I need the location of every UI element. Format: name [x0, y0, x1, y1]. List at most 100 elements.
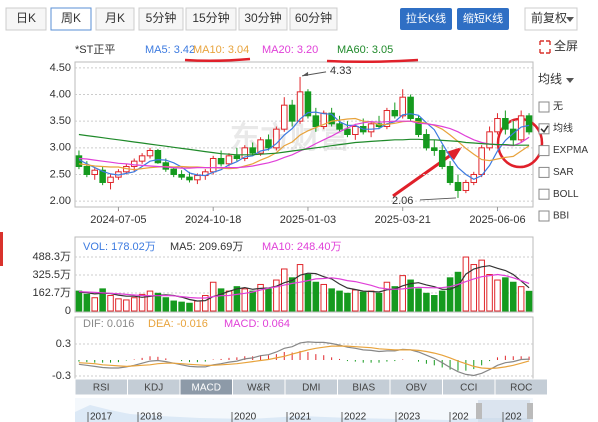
y-tick-label: 0 — [65, 305, 71, 317]
candle-body — [304, 91, 312, 117]
period-tab-label: 5分钟 — [146, 10, 177, 25]
candle-body — [99, 169, 106, 183]
x-tick-label: 2025-01-03 — [280, 214, 336, 226]
legend-entry: MACD: 0.064 — [224, 318, 290, 330]
candle-body — [415, 118, 422, 136]
overlay-option: 均线 — [553, 121, 573, 134]
candle-body — [509, 128, 517, 141]
candle-body — [454, 181, 462, 191]
candle-body — [265, 139, 272, 149]
dropdown-arrow — [566, 78, 574, 83]
overlay-checkbox[interactable] — [538, 123, 550, 135]
candle-body — [146, 149, 154, 157]
candle-body — [130, 160, 138, 167]
period-tab[interactable] — [289, 7, 338, 31]
x-tick-label: 2024-10-18 — [185, 214, 241, 226]
volume-bar — [486, 274, 493, 312]
period-tab-label: 周K — [61, 11, 81, 25]
overlay-checkbox[interactable] — [538, 145, 550, 157]
timeline-window[interactable] — [478, 400, 530, 422]
volume-bar — [273, 279, 280, 312]
timeline-label: 2023 — [398, 412, 421, 422]
candle-body — [525, 115, 533, 133]
candle-body — [352, 126, 359, 136]
period-tab[interactable] — [238, 7, 288, 31]
period-tab[interactable] — [95, 7, 135, 31]
y-tick-label: 4.00 — [50, 88, 71, 100]
overlay-checkbox[interactable] — [538, 210, 550, 222]
volume-bar — [75, 290, 83, 312]
toolbar-button[interactable] — [457, 8, 509, 30]
candle-body — [383, 110, 391, 128]
candle-body — [83, 165, 91, 175]
indicator-tab[interactable] — [494, 378, 548, 396]
x-tick-label: 2025-03-21 — [375, 214, 431, 226]
overlay-checkbox[interactable] — [538, 188, 550, 200]
volume-bar — [336, 290, 343, 312]
volume-bar — [328, 288, 335, 312]
legend-entry: MA20: 3.20 — [262, 44, 318, 56]
y-tick-label: 3.00 — [50, 142, 71, 154]
volume-bar — [312, 281, 320, 312]
y-tick-label: 3.50 — [50, 115, 71, 127]
candle-body — [209, 157, 217, 173]
fullscreen-button[interactable]: 全屏 — [539, 38, 578, 54]
fullscreen-icon — [539, 40, 551, 54]
volume-bar — [249, 290, 256, 312]
overlay-checkbox[interactable] — [538, 166, 550, 178]
overlay-option: BOLL — [553, 189, 579, 200]
candle-body — [241, 147, 249, 159]
candle-body — [249, 147, 256, 154]
volume-bar — [296, 264, 304, 312]
indicator-tab-label: W&R — [247, 383, 270, 394]
candle-body — [328, 112, 335, 125]
period-tab-label: 60分钟 — [295, 10, 332, 25]
timeline-handle[interactable] — [476, 403, 482, 419]
candle-body — [138, 155, 146, 162]
y-tick-label: 4.50 — [50, 62, 71, 74]
period-tab[interactable] — [5, 7, 47, 31]
overlay-checkbox[interactable] — [538, 101, 550, 113]
indicator-tab-label: MACD — [192, 383, 221, 394]
legend-entry: DIF: 0.016 — [83, 318, 134, 330]
y-tick-label: 488.3万 — [32, 251, 71, 263]
period-tab[interactable] — [138, 7, 184, 31]
candle-body — [154, 149, 162, 164]
period-tab[interactable] — [50, 7, 92, 31]
volume-bar — [233, 286, 241, 312]
adjust-dropdown[interactable] — [524, 7, 578, 31]
candle-body — [194, 175, 201, 181]
y-tick-label: 2.50 — [50, 168, 71, 180]
period-tab[interactable] — [185, 7, 237, 31]
indicator-line — [78, 133, 530, 156]
timeline-label: 2018 — [140, 412, 163, 422]
annotation-arrow — [302, 71, 309, 76]
candle-body — [217, 157, 225, 165]
indicator-tab-label: CCI — [460, 383, 477, 394]
timeline-handle[interactable] — [527, 403, 533, 419]
candle-body — [423, 134, 430, 149]
red-underline — [326, 58, 419, 64]
volume-bar — [154, 292, 162, 312]
indicator-menu[interactable]: 均线 — [538, 72, 562, 86]
candle-body — [517, 115, 525, 141]
candle-body — [391, 110, 399, 117]
volume-bar — [178, 301, 185, 312]
red-underline — [184, 57, 251, 63]
main-frame — [74, 61, 534, 208]
candle-body — [225, 155, 233, 165]
candle-body — [462, 181, 470, 191]
indicator-line — [78, 341, 530, 377]
volume-bar — [344, 292, 351, 312]
overlay-option: BBI — [553, 211, 569, 222]
toolbar-button[interactable] — [400, 8, 452, 30]
volume-bar — [304, 274, 312, 312]
volume-bar — [186, 302, 193, 312]
indicator-line — [78, 345, 530, 370]
candle-body — [336, 123, 343, 130]
x-tick-label: 2024-07-05 — [90, 214, 146, 226]
candle-body — [438, 149, 446, 167]
candle-body — [494, 118, 501, 133]
